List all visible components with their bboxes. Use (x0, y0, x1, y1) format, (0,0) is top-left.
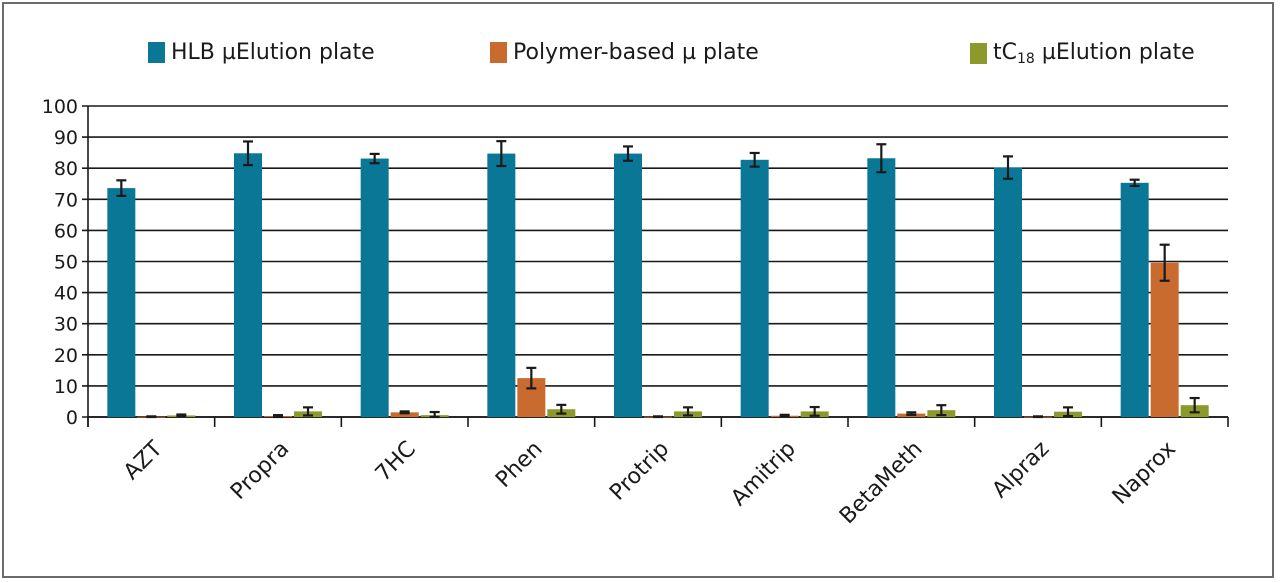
legend-swatch-hlb (148, 42, 165, 63)
x-tick-label: AZT (119, 436, 168, 485)
y-tick-label: 90 (54, 127, 78, 149)
bar (1120, 182, 1149, 417)
legend-swatch-tc18 (970, 43, 987, 64)
bar (107, 188, 136, 417)
y-tick-label: 70 (54, 189, 78, 211)
y-tick-label: 30 (54, 314, 78, 336)
legend-item-polymer: Polymer-based µ plate (490, 40, 759, 65)
x-tick-label: Protrip (605, 437, 674, 506)
y-tick-label: 40 (54, 283, 78, 305)
bar (867, 158, 896, 418)
bar (487, 153, 516, 417)
x-tick-label: BetaMeth (835, 437, 928, 530)
legend-label-polymer: Polymer-based µ plate (513, 40, 759, 65)
bar (390, 412, 419, 417)
legend-item-tc18: tC18 µElution plate (970, 40, 1195, 67)
x-tick-label: Phen (491, 437, 547, 493)
y-tick-label: 60 (54, 220, 78, 242)
y-tick-label: 80 (54, 158, 78, 180)
legend: HLB µElution plate Polymer-based µ plate… (0, 40, 1280, 74)
bar (1150, 262, 1179, 417)
x-tick-label: Amitrip (726, 437, 800, 511)
legend-label-tc18: tC18 µElution plate (993, 40, 1195, 67)
y-tick-label: 50 (54, 252, 78, 274)
y-tick-label: 20 (54, 345, 78, 367)
legend-item-hlb: HLB µElution plate (148, 40, 375, 65)
x-tick-label: 7HC (371, 437, 421, 487)
y-tick-label: 10 (54, 376, 78, 398)
legend-label-hlb: HLB µElution plate (171, 40, 375, 65)
bar (994, 167, 1022, 417)
bar (360, 158, 389, 417)
y-tick-label: 0 (66, 407, 78, 429)
y-tick-label: 100 (42, 96, 78, 118)
legend-swatch-polymer (490, 42, 507, 63)
x-tick-label: Alpraz (988, 437, 1055, 504)
bar (234, 153, 262, 417)
bar (614, 153, 642, 417)
x-tick-label: Naprox (1108, 437, 1181, 510)
x-tick-label: Propra (226, 437, 294, 505)
bar (740, 159, 769, 418)
